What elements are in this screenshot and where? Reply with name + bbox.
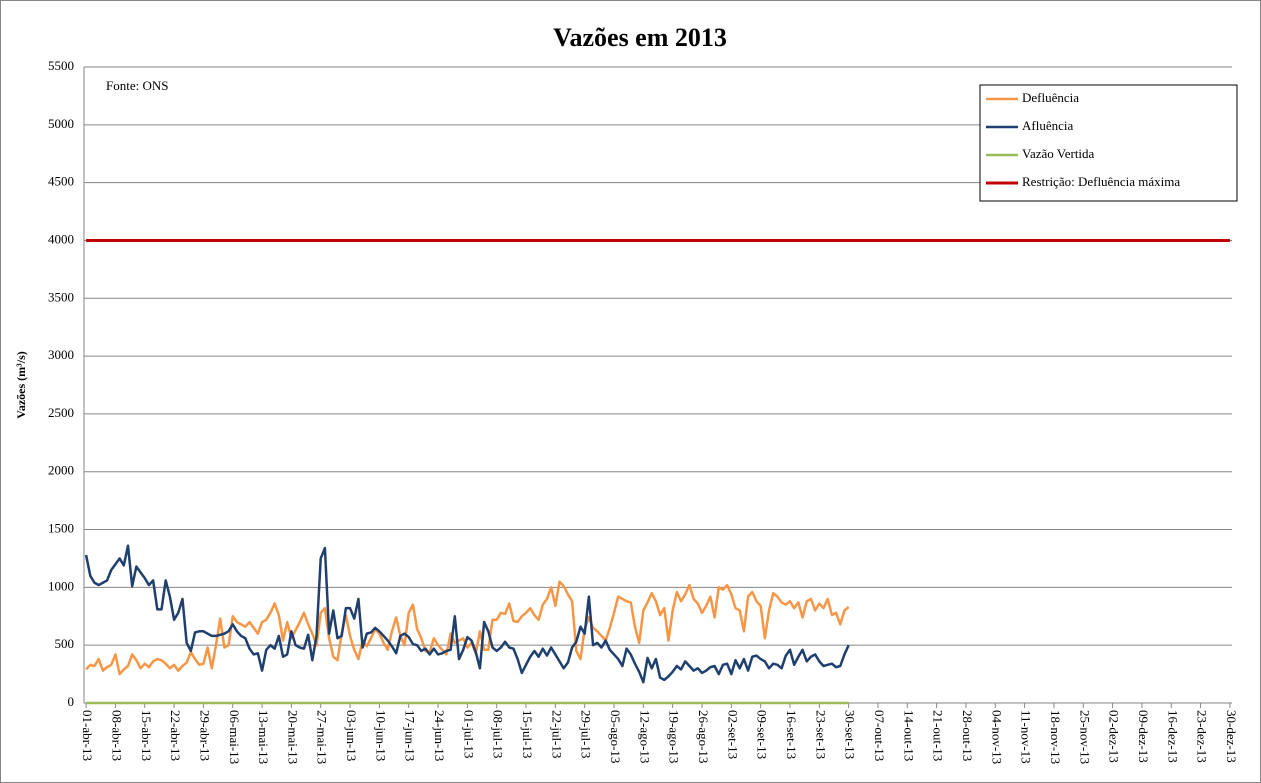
x-tick-label: 11-nov-13 bbox=[1019, 710, 1034, 764]
x-tick-label: 05-ago-13 bbox=[608, 710, 623, 763]
x-tick-label: 19-ago-13 bbox=[667, 710, 682, 763]
x-tick-label: 09-dez-13 bbox=[1136, 710, 1151, 763]
x-tick-label: 06-mai-13 bbox=[227, 710, 242, 764]
x-tick-label: 01-jul-13 bbox=[461, 710, 476, 758]
legend-label: Defluência bbox=[1022, 90, 1079, 105]
x-tick-label: 10-jun-13 bbox=[373, 710, 388, 761]
x-tick-label: 28-out-13 bbox=[960, 710, 975, 761]
x-tick-label: 17-jun-13 bbox=[403, 710, 418, 761]
legend-box bbox=[979, 84, 1238, 202]
x-tick-label: 29-jul-13 bbox=[579, 710, 594, 758]
x-tick-label: 22-jul-13 bbox=[549, 710, 564, 758]
x-tick-label: 07-out-13 bbox=[872, 710, 887, 761]
x-tick-label: 26-ago-13 bbox=[696, 710, 711, 763]
x-tick-label: 09-set-13 bbox=[755, 710, 770, 759]
x-tick-label: 14-out-13 bbox=[901, 710, 916, 761]
x-tick-label: 15-jul-13 bbox=[520, 710, 535, 758]
chart-title: Vazões em 2013 bbox=[553, 23, 727, 52]
legend-label: Restrição: Defluência máxima bbox=[1022, 174, 1180, 189]
y-tick-label: 0 bbox=[68, 694, 75, 709]
x-tick-label: 16-dez-13 bbox=[1165, 710, 1180, 763]
x-tick-label: 13-mai-13 bbox=[256, 710, 271, 764]
x-tick-label: 02-dez-13 bbox=[1107, 710, 1122, 763]
y-axis-label: Vazões (m³/s) bbox=[14, 351, 28, 418]
y-tick-label: 3000 bbox=[48, 347, 74, 362]
series-line bbox=[85, 580, 850, 676]
y-tick-label: 2000 bbox=[48, 463, 74, 478]
legend-label: Afluência bbox=[1022, 118, 1073, 133]
x-tick-label: 08-abr-13 bbox=[109, 710, 124, 761]
x-tick-label: 25-nov-13 bbox=[1077, 710, 1092, 764]
x-tick-label: 30-set-13 bbox=[843, 710, 858, 759]
x-tick-label: 18-nov-13 bbox=[1048, 710, 1063, 764]
x-tick-label: 23-dez-13 bbox=[1195, 710, 1210, 763]
x-tick-label: 22-abr-13 bbox=[168, 710, 183, 761]
x-tick-label: 23-set-13 bbox=[813, 710, 828, 759]
y-tick-label: 1500 bbox=[48, 521, 74, 536]
x-tick-label: 24-jun-13 bbox=[432, 710, 447, 761]
y-tick-label: 4500 bbox=[48, 174, 74, 189]
x-tick-label: 01-abr-13 bbox=[80, 710, 95, 761]
x-tick-label: 04-nov-13 bbox=[989, 710, 1004, 764]
y-tick-label: 5500 bbox=[48, 58, 74, 73]
legend-label: Vazão Vertida bbox=[1022, 146, 1095, 161]
y-tick-label: 1000 bbox=[48, 578, 74, 593]
x-tick-label: 15-abr-13 bbox=[139, 710, 154, 761]
y-tick-label: 4000 bbox=[48, 231, 74, 246]
x-tick-label: 20-mai-13 bbox=[285, 710, 300, 764]
y-tick-label: 500 bbox=[55, 636, 75, 651]
x-tick-label: 21-out-13 bbox=[931, 710, 946, 761]
x-tick-label: 12-ago-13 bbox=[637, 710, 652, 763]
x-tick-label: 08-jul-13 bbox=[491, 710, 506, 758]
series-line bbox=[84, 544, 850, 684]
y-tick-label: 3500 bbox=[48, 289, 74, 304]
x-tick-label: 27-mai-13 bbox=[315, 710, 330, 764]
x-tick-label: 03-jun-13 bbox=[344, 710, 359, 761]
y-tick-label: 5000 bbox=[48, 116, 74, 131]
x-tick-label: 02-set-13 bbox=[725, 710, 740, 759]
x-tick-label: 16-set-13 bbox=[784, 710, 799, 759]
x-tick-label: 30-dez-13 bbox=[1224, 710, 1239, 763]
y-tick-label: 2500 bbox=[48, 405, 74, 420]
annotation: Fonte: ONS bbox=[106, 78, 168, 93]
x-tick-label: 29-abr-13 bbox=[197, 710, 212, 761]
